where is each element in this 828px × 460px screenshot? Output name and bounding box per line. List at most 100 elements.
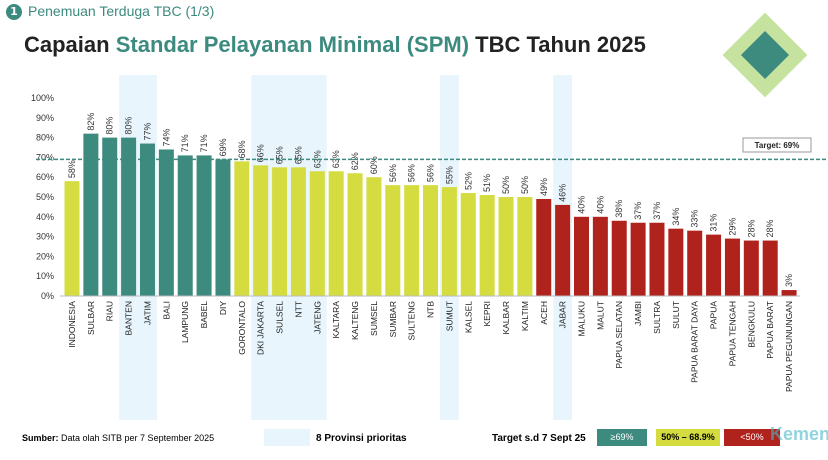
data-label: 46% <box>558 184 568 202</box>
x-tick-label: DIY <box>218 301 228 316</box>
section-badge: 1 <box>6 4 22 20</box>
target-box <box>742 137 812 153</box>
bar <box>441 187 457 296</box>
data-label: 66% <box>256 144 266 162</box>
bar <box>724 238 740 296</box>
priority-legend-swatch <box>264 429 310 446</box>
data-label: 28% <box>765 220 775 238</box>
x-tick-label: MALUT <box>595 301 605 330</box>
data-label: 63% <box>312 150 322 168</box>
x-tick-label: JATIM <box>142 301 152 325</box>
bar <box>177 155 193 296</box>
x-tick-label: KEPRI <box>482 301 492 327</box>
data-label: 49% <box>539 178 549 196</box>
data-label: 82% <box>86 113 96 131</box>
x-tick-label: SUMSEL <box>369 301 379 336</box>
bar <box>404 185 420 296</box>
data-label: 50% <box>501 176 511 194</box>
x-tick-label: BANTEN <box>124 301 134 335</box>
bar <box>121 137 137 296</box>
data-label: 56% <box>407 164 417 182</box>
bar <box>649 222 665 296</box>
data-label: 71% <box>180 134 190 152</box>
data-label: 74% <box>161 128 171 146</box>
legend-high: ≥69% <box>597 429 647 446</box>
x-tick-label: BABEL <box>199 301 209 329</box>
data-label: 56% <box>388 164 398 182</box>
subtitle: Penemuan Terduga TBC (1/3) <box>28 3 215 19</box>
x-tick-label: MALUKU <box>576 301 586 336</box>
bar <box>687 230 703 296</box>
x-tick-label: SULSEL <box>275 301 285 334</box>
data-label: 77% <box>142 123 152 141</box>
bar <box>347 173 363 296</box>
data-label: 37% <box>652 202 662 220</box>
bar-chart: 0% 10% 20% 30% 40% 50% 60% 70% 80% 90% 100% 58% INDO… <box>31 12 828 420</box>
x-tick-label: KALTIM <box>520 301 530 331</box>
bar <box>309 171 325 296</box>
ornament-icon <box>740 30 790 80</box>
bar <box>592 216 608 296</box>
data-label: 29% <box>727 218 737 236</box>
x-tick-label: JABAR <box>558 301 568 328</box>
source-note: Sumber: Data olah SITB per 7 September 2… <box>22 433 215 443</box>
bar <box>328 171 344 296</box>
data-label: 62% <box>350 152 360 170</box>
x-tick-label: ACEH <box>539 301 549 325</box>
y-tick-label: 80% <box>36 133 54 143</box>
bar <box>385 185 401 296</box>
legend-mid: 50% – 68.9% <box>656 429 720 446</box>
priority-legend-label: 8 Provinsi prioritas <box>316 433 407 444</box>
x-tick-label: JAMBI <box>633 301 643 326</box>
x-tick-label: KALSEL <box>463 301 473 333</box>
x-tick-label: BALI <box>161 301 171 319</box>
y-tick-label: 70% <box>36 152 54 162</box>
bar <box>64 181 80 296</box>
data-label: 40% <box>595 196 605 214</box>
x-tick-label: SUMUT <box>444 301 454 331</box>
kemenkes-logo: Kemenkes <box>770 424 828 444</box>
x-tick-label: BENGKULU <box>746 301 756 348</box>
x-tick-label: PAPUA BARAT <box>765 301 775 359</box>
bar <box>196 155 212 296</box>
data-label: 71% <box>199 134 209 152</box>
data-label: 33% <box>690 210 700 228</box>
target-legend-title: Target s.d 7 Sept 25 <box>492 433 586 444</box>
data-label: 34% <box>671 208 681 226</box>
page-title: Capaian Standar Pelayanan Minimal (SPM) … <box>24 32 646 57</box>
bar <box>102 137 118 296</box>
bar <box>762 240 778 296</box>
bar <box>743 240 759 296</box>
x-tick-label: DKI JAKARTA <box>256 301 266 355</box>
bar <box>630 222 646 296</box>
legend-low: <50% <box>724 429 780 446</box>
data-label: 65% <box>275 146 285 164</box>
x-tick-label: SULBAR <box>86 301 96 335</box>
x-tick-label: SULTENG <box>407 301 417 341</box>
bar <box>611 220 627 296</box>
x-tick-label: GORONTALO <box>237 301 247 355</box>
data-label: 56% <box>426 164 436 182</box>
data-label: 55% <box>444 166 454 184</box>
data-label: 80% <box>105 117 115 135</box>
data-label: 3% <box>784 274 794 287</box>
y-tick-label: 90% <box>36 113 54 123</box>
data-label: 58% <box>67 160 77 178</box>
y-tick-label: 20% <box>36 251 54 261</box>
bar <box>668 228 684 296</box>
y-tick-label: 60% <box>36 172 54 182</box>
bar <box>290 167 306 296</box>
y-tick-label: 50% <box>36 192 54 202</box>
bar <box>139 143 155 296</box>
x-tick-label: RIAU <box>105 301 115 321</box>
data-label: 65% <box>293 146 303 164</box>
bar <box>423 185 439 296</box>
x-tick-label: NTB <box>426 301 436 318</box>
y-tick-label: 30% <box>36 232 54 242</box>
target-label: Target: 69% <box>755 141 800 150</box>
data-label: 50% <box>520 176 530 194</box>
data-label: 69% <box>218 138 228 156</box>
bar <box>498 197 514 296</box>
x-tick-label: PAPUA PEGUNUNGAN <box>784 301 794 392</box>
x-tick-label: KALTENG <box>350 301 360 340</box>
